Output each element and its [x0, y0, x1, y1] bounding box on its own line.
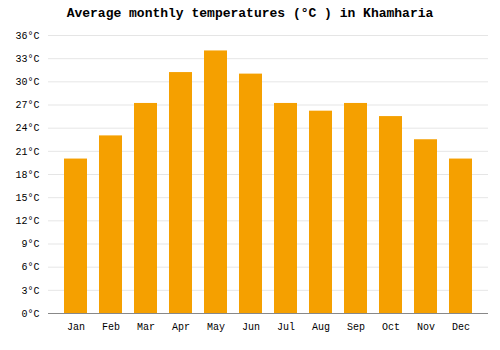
svg-text:May: May [207, 322, 225, 333]
svg-text:Jan: Jan [67, 322, 85, 333]
svg-text:Nov: Nov [417, 322, 435, 333]
svg-text:9°C: 9°C [21, 239, 39, 250]
svg-text:Dec: Dec [452, 322, 470, 333]
svg-text:30°C: 30°C [15, 77, 39, 88]
svg-text:Sep: Sep [347, 322, 365, 333]
svg-text:18°C: 18°C [15, 170, 39, 181]
svg-text:0°C: 0°C [21, 309, 39, 320]
svg-text:Apr: Apr [172, 322, 190, 333]
svg-text:Mar: Mar [137, 322, 155, 333]
svg-text:Jul: Jul [277, 322, 295, 333]
svg-text:27°C: 27°C [15, 100, 39, 111]
svg-text:12°C: 12°C [15, 216, 39, 227]
svg-text:6°C: 6°C [21, 262, 39, 273]
html-text:Average monthly temperatures (: Average monthly temperatures (°C ) in Kh… [66, 6, 434, 21]
svg-text:Feb: Feb [102, 322, 120, 333]
svg-text:Jun: Jun [242, 322, 260, 333]
svg-text:15°C: 15°C [15, 193, 39, 204]
svg-text:Aug: Aug [312, 322, 330, 333]
svg-text:3°C: 3°C [21, 286, 39, 297]
svg-text:Oct: Oct [382, 322, 400, 333]
svg-text:33°C: 33°C [15, 54, 39, 65]
svg-text:36°C: 36°C [15, 31, 39, 42]
svg-text:24°C: 24°C [15, 123, 39, 134]
svg-text:21°C: 21°C [15, 147, 39, 158]
